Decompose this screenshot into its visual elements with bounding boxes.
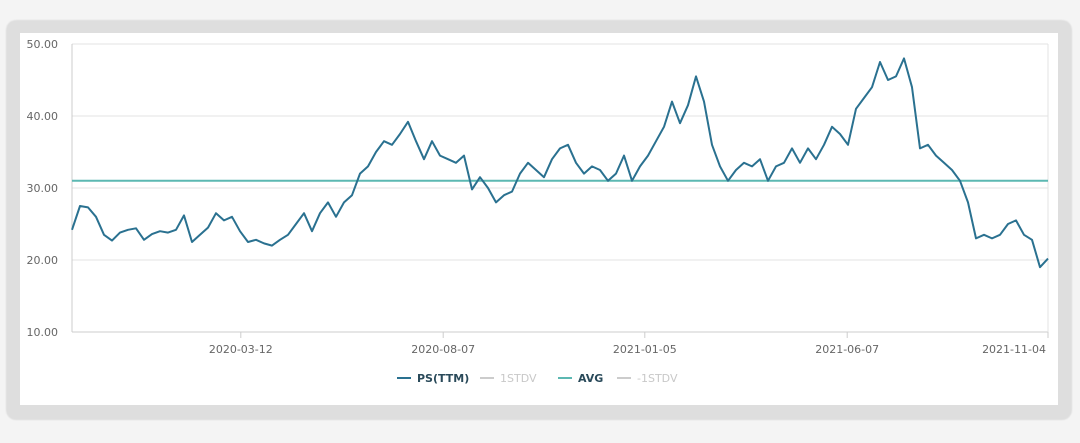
- x-tick-label: 2020-03-12: [209, 343, 273, 356]
- x-tick-label: 2021-11-04: [982, 343, 1046, 356]
- series-lines: [71, 57, 1049, 269]
- legend-item--1stdv[interactable]: -1STDV: [617, 372, 678, 385]
- legend-item-avg[interactable]: AVG: [558, 372, 603, 385]
- y-tick-label: 40.00: [27, 110, 59, 123]
- x-tick-label: 2021-01-05: [613, 343, 677, 356]
- legend-label: PS(TTM): [417, 372, 469, 385]
- legend-label: -1STDV: [637, 372, 678, 385]
- x-axis-ticks: 2020-03-12 2020-08-07 2021-01-05 2021-06-07…: [209, 332, 1049, 356]
- legend-item-psttm[interactable]: PS(TTM): [397, 372, 469, 385]
- legend: PS(TTM) 1STDV AVG -1STDV: [397, 372, 678, 385]
- legend-label: AVG: [578, 372, 603, 385]
- legend-item-1stdv[interactable]: 1STDV: [480, 372, 537, 385]
- ps-ttm-line: [71, 57, 1049, 269]
- y-tick-label: 50.00: [27, 38, 59, 51]
- grid-lines: [71, 43, 1049, 333]
- y-tick-label: 30.00: [27, 182, 59, 195]
- x-tick-label: 2021-06-07: [815, 343, 879, 356]
- x-tick-label: 2020-08-07: [411, 343, 475, 356]
- legend-label: 1STDV: [500, 372, 537, 385]
- chart-card: [20, 33, 1058, 405]
- y-tick-label: 20.00: [27, 254, 59, 267]
- y-tick-label: 10.00: [27, 326, 59, 339]
- y-axis-ticks: 10.00 20.00 30.00 40.00 50.00: [27, 38, 59, 339]
